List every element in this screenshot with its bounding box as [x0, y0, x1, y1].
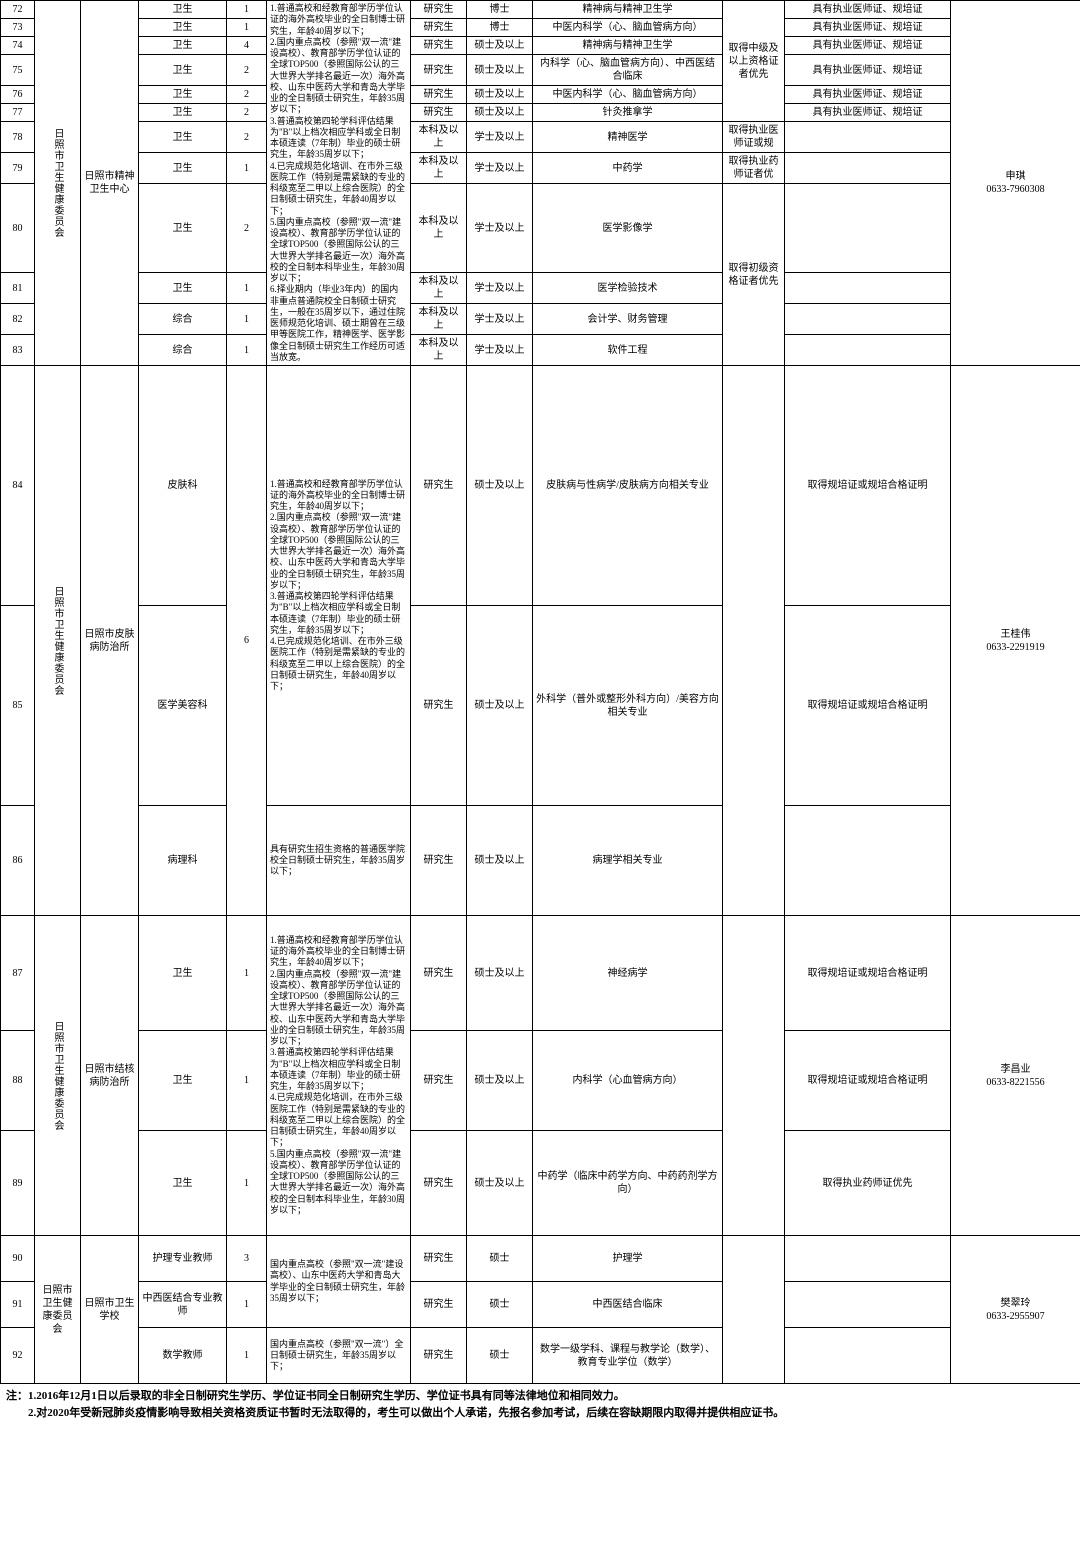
org: 日照市卫生健康委员会 — [35, 366, 81, 916]
education: 研究生 — [411, 1, 467, 19]
org: 日照市卫生健康委员会 — [35, 916, 81, 1236]
table-row: 89卫生1研究生硕士及以上中药学（临床中药学方向、中药药剂学方向）取得执业药师证… — [1, 1131, 1080, 1236]
table-row: 84 日照市卫生健康委员会 日照市皮肤病防治所 皮肤科 6 1.普通高校和经教育… — [1, 366, 1080, 606]
table-row: 76卫生2研究生硕士及以上中医内科学（心、脑血管病方向）具有执业医师证、规培证 — [1, 86, 1080, 104]
table-row: 81卫生1本科及以上学士及以上医学检验技术 — [1, 273, 1080, 304]
table-row: 85医学美容科研究生硕士及以上外科学（普外或整形外科方向）/美容方向相关专业取得… — [1, 606, 1080, 806]
table-row: 72 日照市卫生健康委员会 日照市精神卫生中心 卫生 1 1.普通高校和经教育部… — [1, 1, 1080, 19]
count: 1 — [227, 1, 267, 19]
requirements: 1.普通高校和经教育部学历学位认证的海外高校毕业的全日制博士研究生，年龄40周岁… — [267, 366, 411, 806]
org: 日照市卫生健康委员会 — [35, 1, 81, 366]
remark: 具有执业医师证、规培证 — [785, 1, 951, 19]
unit: 日照市结核病防治所 — [81, 916, 139, 1236]
table-row: 74卫生4研究生硕士及以上精神病与精神卫生学具有执业医师证、规培证 — [1, 37, 1080, 55]
qualification: 取得中级及以上资格证者优先 — [723, 1, 785, 122]
recruitment-table: 72 日照市卫生健康委员会 日照市精神卫生中心 卫生 1 1.普通高校和经教育部… — [0, 0, 1080, 1384]
contact: 王桂伟0633-2291919 — [951, 366, 1080, 916]
requirements: 国内重点高校（参照"双一流"建设高校）、山东中医药大学和青岛大学毕业的全日制硕士… — [267, 1236, 411, 1328]
table-row: 82综合1本科及以上学士及以上会计学、财务管理 — [1, 304, 1080, 335]
table-row: 83综合1本科及以上学士及以上软件工程 — [1, 335, 1080, 366]
note-line: 注：1.2016年12月1日以后录取的非全日制研究生学历、学位证书同全日制研究生… — [6, 1388, 1074, 1405]
contact: 樊翠玲0633-2955907 — [951, 1236, 1080, 1384]
requirements: 国内重点高校（参照"双一流"）全日制硕士研究生，年龄35周岁以下； — [267, 1328, 411, 1384]
unit: 日照市皮肤病防治所 — [81, 366, 139, 916]
table-row: 77卫生2研究生硕士及以上针灸推拿学具有执业医师证、规培证 — [1, 104, 1080, 122]
contact: 申琪0633-7960308 — [951, 1, 1080, 366]
degree: 博士 — [467, 1, 533, 19]
post: 卫生 — [139, 1, 227, 19]
major: 精神病与精神卫生学 — [533, 1, 723, 19]
table-row: 91中西医结合专业教师1研究生硕士中西医结合临床 — [1, 1282, 1080, 1328]
qualification: 取得初级资格证者优先 — [723, 184, 785, 366]
qualification: 取得执业药师证者优 — [723, 153, 785, 184]
unit: 日照市卫生学校 — [81, 1236, 139, 1384]
requirements: 1.普通高校和经教育部学历学位认证的海外高校毕业的全日制博士研究生，年龄40周岁… — [267, 916, 411, 1236]
org: 日照市卫生健康委员会 — [35, 1236, 81, 1384]
table-row: 88卫生1研究生硕士及以上内科学（心血管病方向）取得规培证或规培合格证明 — [1, 1031, 1080, 1131]
requirements: 1.普通高校和经教育部学历学位认证的海外高校毕业的全日制博士研究生，年龄40周岁… — [267, 1, 411, 366]
table-row: 90 日照市卫生健康委员会 日照市卫生学校 护理专业教师3 国内重点高校（参照"… — [1, 1236, 1080, 1282]
table-row: 86病理科 具有研究生招生资格的普通医学院校全日制硕士研究生，年龄35周岁以下；… — [1, 806, 1080, 916]
footer-notes: 注：1.2016年12月1日以后录取的非全日制研究生学历、学位证书同全日制研究生… — [0, 1384, 1080, 1425]
table-row: 92数学教师1 国内重点高校（参照"双一流"）全日制硕士研究生，年龄35周岁以下… — [1, 1328, 1080, 1384]
table-row: 80卫生2本科及以上学士及以上医学影像学 取得初级资格证者优先 — [1, 184, 1080, 273]
table-row: 78卫生2本科及以上学士及以上精神医学 取得执业医师证或规 — [1, 122, 1080, 153]
unit: 日照市精神卫生中心 — [81, 1, 139, 366]
seq: 72 — [1, 1, 35, 19]
contact: 李昌业0633-8221556 — [951, 916, 1080, 1236]
requirements: 具有研究生招生资格的普通医学院校全日制硕士研究生，年龄35周岁以下； — [267, 806, 411, 916]
table-row: 75卫生2研究生硕士及以上内科学（心、脑血管病方向）、中西医结合临床具有执业医师… — [1, 55, 1080, 86]
count: 6 — [227, 366, 267, 916]
note-line: 2.对2020年受新冠肺炎疫情影响导致相关资格资质证书暂时无法取得的，考生可以做… — [6, 1405, 1074, 1422]
table-row: 79卫生1本科及以上学士及以上中药学 取得执业药师证者优 — [1, 153, 1080, 184]
table-row: 87 日照市卫生健康委员会 日照市结核病防治所 卫生1 1.普通高校和经教育部学… — [1, 916, 1080, 1031]
table-row: 73卫生1研究生博士中医内科学（心、脑血管病方向）具有执业医师证、规培证 — [1, 19, 1080, 37]
qualification: 取得执业医师证或规 — [723, 122, 785, 153]
